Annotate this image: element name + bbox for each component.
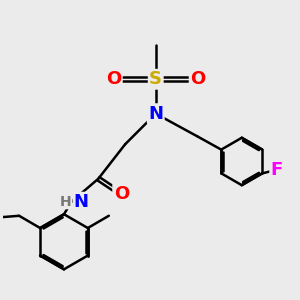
Text: F: F — [271, 161, 283, 179]
Text: N: N — [74, 193, 88, 211]
Text: N: N — [148, 105, 163, 123]
Text: O: O — [114, 185, 129, 203]
Text: H: H — [60, 195, 72, 208]
Text: O: O — [106, 70, 121, 88]
Text: O: O — [190, 70, 206, 88]
Text: S: S — [149, 70, 162, 88]
